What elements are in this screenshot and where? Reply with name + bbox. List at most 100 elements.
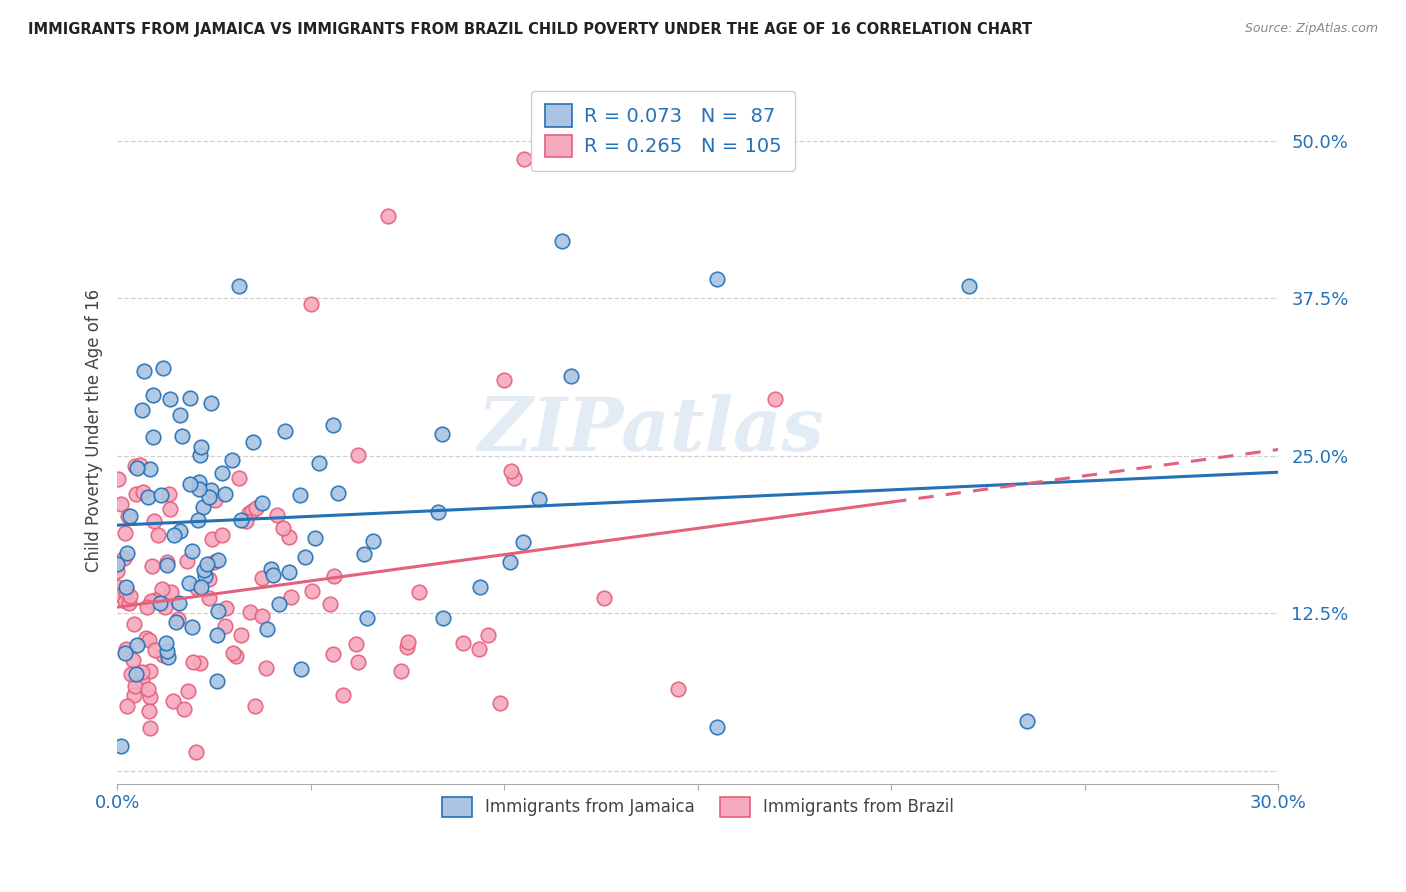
Point <box>180 620 202 634</box>
Point <box>117 509 139 524</box>
Point <box>181 544 204 558</box>
Point <box>252 496 274 510</box>
Point <box>427 505 450 519</box>
Point <box>131 665 153 679</box>
Point <box>149 488 172 502</box>
Point <box>105 564 128 578</box>
Point <box>290 662 312 676</box>
Point <box>290 488 312 502</box>
Point <box>207 674 229 689</box>
Point <box>157 649 180 664</box>
Point <box>110 739 132 753</box>
Point <box>160 585 183 599</box>
Point <box>323 569 346 583</box>
Point <box>157 487 180 501</box>
Point <box>666 682 689 697</box>
Point <box>112 550 135 565</box>
Point <box>125 487 148 501</box>
Point <box>353 547 375 561</box>
Point <box>332 688 354 702</box>
Point <box>142 430 165 444</box>
Point <box>148 528 170 542</box>
Point <box>155 636 177 650</box>
Point <box>267 598 290 612</box>
Point <box>139 690 162 705</box>
Point <box>240 503 263 517</box>
Text: Source: ZipAtlas.com: Source: ZipAtlas.com <box>1244 22 1378 36</box>
Point <box>134 364 156 378</box>
Point <box>396 635 419 649</box>
Point <box>527 491 550 506</box>
Point <box>245 500 267 515</box>
Point <box>256 622 278 636</box>
Point <box>322 648 344 662</box>
Point <box>115 580 138 594</box>
Point <box>186 581 208 595</box>
Legend: Immigrants from Jamaica, Immigrants from Brazil: Immigrants from Jamaica, Immigrants from… <box>433 789 962 825</box>
Point <box>110 588 132 602</box>
Point <box>467 641 489 656</box>
Point <box>299 297 322 311</box>
Point <box>117 546 139 560</box>
Point <box>301 583 323 598</box>
Point <box>551 235 574 249</box>
Point <box>1015 714 1038 728</box>
Point <box>344 636 367 650</box>
Point <box>706 272 728 286</box>
Point <box>165 615 187 629</box>
Point <box>169 408 191 422</box>
Point <box>187 475 209 489</box>
Point <box>266 508 288 522</box>
Point <box>207 628 229 642</box>
Point <box>169 524 191 539</box>
Point <box>187 513 209 527</box>
Point <box>207 605 229 619</box>
Point <box>322 418 344 433</box>
Point <box>135 632 157 646</box>
Point <box>326 486 349 500</box>
Point <box>179 476 201 491</box>
Point <box>159 392 181 407</box>
Point <box>494 373 516 387</box>
Point <box>389 664 412 678</box>
Point <box>136 490 159 504</box>
Point <box>191 500 214 514</box>
Point <box>138 461 160 475</box>
Point <box>231 513 253 527</box>
Point <box>115 698 138 713</box>
Point <box>499 556 522 570</box>
Point <box>120 508 142 523</box>
Point <box>120 589 142 603</box>
Point <box>278 530 301 544</box>
Point <box>177 684 200 698</box>
Point <box>115 584 138 599</box>
Point <box>193 563 215 577</box>
Point <box>503 471 526 485</box>
Point <box>139 594 162 608</box>
Point <box>110 497 132 511</box>
Point <box>155 600 177 615</box>
Y-axis label: Child Poverty Under the Age of 16: Child Poverty Under the Age of 16 <box>86 289 103 572</box>
Point <box>148 596 170 610</box>
Point <box>128 458 150 473</box>
Point <box>107 580 129 594</box>
Point <box>190 441 212 455</box>
Point <box>238 605 260 619</box>
Point <box>179 576 201 591</box>
Point <box>152 360 174 375</box>
Point <box>124 458 146 473</box>
Point <box>195 557 218 571</box>
Point <box>163 528 186 542</box>
Point <box>136 682 159 697</box>
Point <box>211 528 233 542</box>
Point <box>432 611 454 625</box>
Point <box>114 593 136 607</box>
Point <box>122 689 145 703</box>
Point <box>228 471 250 485</box>
Point <box>560 369 582 384</box>
Point <box>179 391 201 405</box>
Point <box>214 618 236 632</box>
Point <box>225 649 247 664</box>
Point <box>152 648 174 662</box>
Point <box>957 278 980 293</box>
